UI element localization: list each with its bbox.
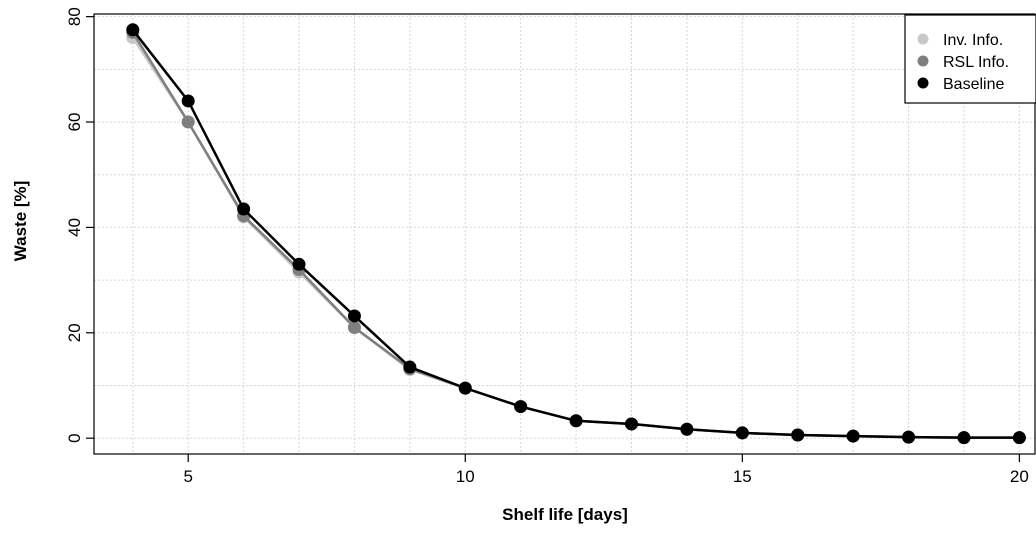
legend-marker <box>917 33 929 45</box>
data-point <box>347 321 361 335</box>
x-axis-label: Shelf life [days] <box>502 505 628 524</box>
axes: 5 10 15 20 0 20 40 60 80 <box>65 7 1036 486</box>
data-point <box>514 400 528 414</box>
data-point <box>735 426 749 440</box>
legend: Inv. Info. RSL Info. Baseline <box>904 14 1036 104</box>
data-point <box>292 257 306 271</box>
data-point <box>846 429 860 443</box>
data-point <box>957 431 971 445</box>
x-tick-label: 20 <box>1010 467 1029 486</box>
data-point <box>181 115 195 129</box>
x-tick-label: 10 <box>456 467 475 486</box>
data-point <box>458 381 472 395</box>
y-tick-label: 0 <box>65 433 84 442</box>
y-tick-label: 20 <box>65 323 84 342</box>
grid <box>94 14 1036 454</box>
data-point <box>624 417 638 431</box>
x-tick-label: 5 <box>183 467 192 486</box>
data-point <box>403 360 417 374</box>
y-axis-label: Waste [%] <box>11 181 30 262</box>
data-point <box>902 430 916 444</box>
series <box>126 23 1026 445</box>
data-point <box>680 422 694 436</box>
data-point <box>237 202 251 216</box>
legend-label: Inv. Info. <box>943 32 1003 49</box>
data-point <box>181 94 195 108</box>
data-point <box>1012 431 1026 445</box>
legend-marker <box>917 55 929 67</box>
legend-label: Baseline <box>943 76 1004 93</box>
data-point <box>347 309 361 323</box>
series-3 <box>126 23 1026 445</box>
data-point <box>126 23 140 37</box>
data-point <box>569 414 583 428</box>
plot-frame <box>93 13 1036 455</box>
data-point <box>791 428 805 442</box>
legend-label: RSL Info. <box>943 54 1009 71</box>
y-tick-label: 80 <box>65 7 84 26</box>
y-tick-label: 40 <box>65 218 84 237</box>
legend-marker <box>917 77 929 89</box>
y-tick-label: 60 <box>65 113 84 132</box>
x-tick-label: 15 <box>733 467 752 486</box>
